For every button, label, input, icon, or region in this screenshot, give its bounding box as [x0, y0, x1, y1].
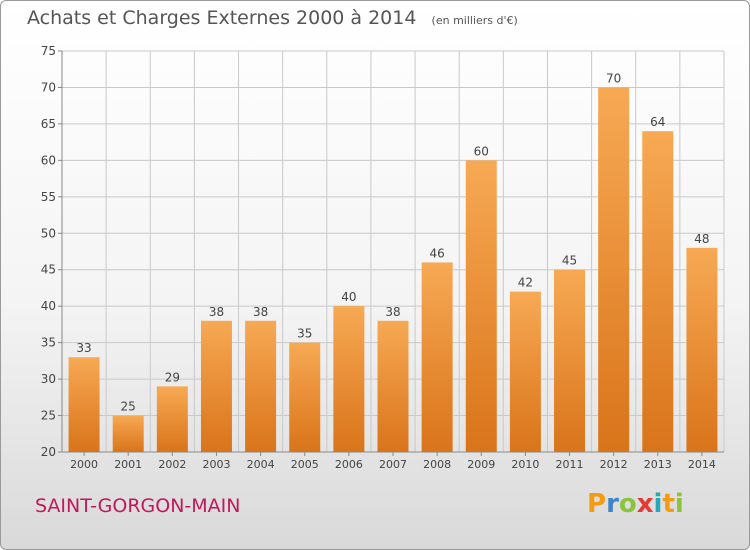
logo-letter: r	[606, 489, 619, 519]
axes	[58, 50, 724, 456]
y-tick-label: 60	[41, 153, 56, 167]
logo-letter: x	[636, 489, 654, 519]
bar	[465, 160, 497, 452]
data-label: 64	[650, 115, 665, 129]
data-label: 46	[429, 246, 444, 260]
bars	[68, 87, 718, 453]
bar	[289, 342, 321, 452]
x-tick-label: 2006	[335, 458, 363, 471]
x-tick-label: 2013	[644, 458, 672, 471]
tick-and-data-labels: 20 25 30 35 40 45 50 55 60 65 70 75 33 2000 25 2001 29 20…	[41, 44, 716, 471]
bar	[112, 415, 144, 452]
chart-title: Achats et Charges Externes 2000 à 2014	[27, 7, 417, 29]
logo-letter: i	[674, 489, 684, 519]
x-tick-label: 2000	[70, 458, 98, 471]
logo-letter: o	[618, 489, 637, 519]
chart-subtitle: (en milliers d'€)	[431, 14, 518, 27]
logo-letter: i	[653, 489, 663, 519]
bar	[156, 386, 188, 452]
x-tick-label: 2014	[688, 458, 716, 471]
bar	[509, 291, 541, 452]
bar	[377, 320, 409, 452]
x-tick-label: 2008	[423, 458, 451, 471]
x-tick-label: 2011	[556, 458, 584, 471]
x-tick-label: 2003	[202, 458, 230, 471]
data-label: 42	[518, 276, 533, 290]
y-tick-label: 50	[41, 226, 56, 240]
data-label: 38	[385, 305, 400, 319]
y-tick-label: 45	[41, 263, 56, 277]
bar	[333, 306, 365, 452]
data-label: 48	[694, 232, 709, 246]
x-tick-label: 2005	[291, 458, 319, 471]
data-label: 29	[165, 370, 180, 384]
y-tick-label: 75	[41, 44, 56, 58]
bar	[554, 269, 586, 452]
data-label: 40	[341, 290, 356, 304]
bar	[245, 320, 277, 452]
bar	[200, 320, 232, 452]
bar	[642, 131, 674, 452]
x-tick-label: 2002	[158, 458, 186, 471]
bar	[68, 357, 100, 452]
bar	[421, 262, 453, 452]
data-label: 38	[209, 305, 224, 319]
title-row: Achats et Charges Externes 2000 à 2014 (…	[27, 7, 518, 29]
x-tick-label: 2007	[379, 458, 407, 471]
data-label: 38	[253, 305, 268, 319]
y-tick-label: 65	[41, 117, 56, 131]
bar	[598, 87, 630, 453]
x-tick-label: 2010	[511, 458, 539, 471]
y-tick-label: 35	[41, 336, 56, 350]
x-tick-label: 2001	[114, 458, 142, 471]
logo-letter: t	[662, 489, 675, 519]
data-label: 60	[474, 144, 489, 158]
x-tick-label: 2009	[467, 458, 495, 471]
bar	[686, 247, 718, 452]
y-tick-label: 30	[41, 372, 56, 386]
x-tick-label: 2004	[247, 458, 275, 471]
y-tick-label: 55	[41, 190, 56, 204]
data-label: 33	[76, 341, 91, 355]
proxiti-logo: Proxiti	[587, 489, 684, 519]
data-label: 45	[562, 254, 577, 268]
data-label: 35	[297, 327, 312, 341]
y-tick-label: 25	[41, 409, 56, 423]
y-tick-label: 20	[41, 445, 56, 459]
data-label: 25	[121, 400, 136, 414]
x-tick-label: 2012	[600, 458, 628, 471]
data-label: 70	[606, 71, 621, 85]
commune-name: SAINT-GORGON-MAIN	[35, 495, 241, 517]
y-tick-label: 70	[41, 80, 56, 94]
y-tick-label: 40	[41, 299, 56, 313]
logo-letter: P	[587, 489, 607, 519]
